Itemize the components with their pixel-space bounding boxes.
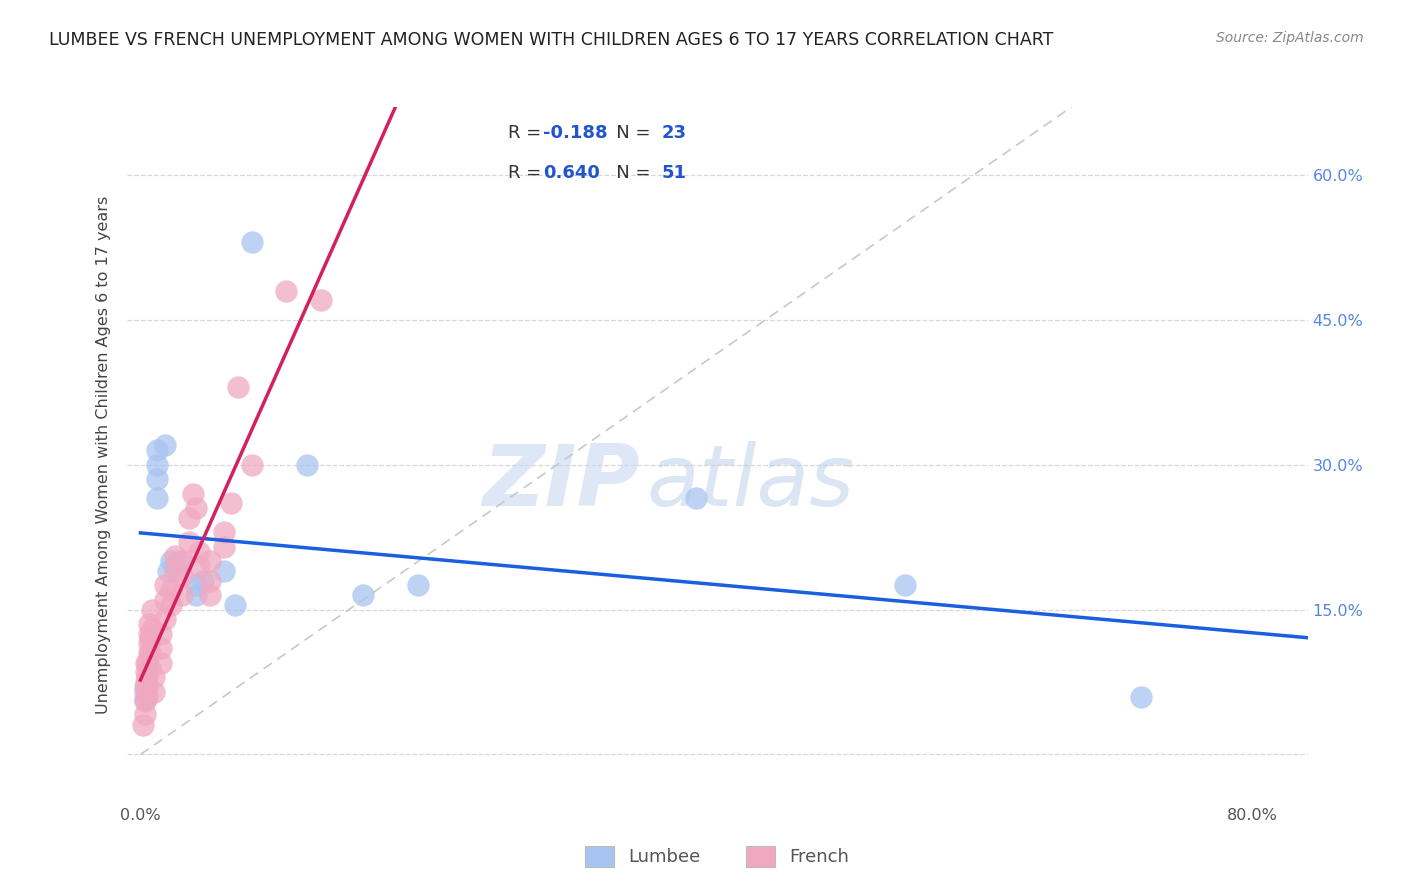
Text: ZIP: ZIP <box>482 442 640 524</box>
Point <box>138 636 160 650</box>
Text: N =: N = <box>599 164 657 182</box>
Point <box>212 564 235 578</box>
Point <box>276 284 298 298</box>
Point <box>132 718 155 732</box>
Point <box>157 564 180 578</box>
Point <box>139 632 162 646</box>
Point <box>143 670 166 684</box>
Point <box>141 602 163 616</box>
Point <box>184 578 207 592</box>
Point <box>134 680 156 694</box>
Point <box>893 578 915 592</box>
Point <box>1129 690 1152 704</box>
Text: -0.188: -0.188 <box>544 124 607 142</box>
Point <box>408 578 430 592</box>
Point <box>187 559 209 574</box>
Point <box>135 656 157 670</box>
Point <box>155 612 177 626</box>
Point <box>309 293 332 308</box>
Point <box>224 598 246 612</box>
Point <box>160 554 183 568</box>
Point <box>138 626 160 640</box>
Point <box>212 525 235 540</box>
Point <box>143 684 166 698</box>
Point <box>295 458 318 472</box>
Point <box>240 235 263 250</box>
Point <box>136 690 159 704</box>
Point <box>136 656 159 670</box>
Point <box>177 535 200 549</box>
Point <box>165 549 187 564</box>
Point <box>155 592 177 607</box>
Point <box>187 544 209 558</box>
Point <box>146 443 169 458</box>
Point <box>160 583 183 598</box>
Point <box>134 694 156 708</box>
Point <box>141 622 163 636</box>
Point <box>177 510 200 524</box>
Point <box>198 554 221 568</box>
Point <box>172 588 194 602</box>
Point <box>165 559 187 574</box>
Point <box>136 670 159 684</box>
Point <box>198 588 221 602</box>
Text: 23: 23 <box>662 124 686 142</box>
Point <box>134 684 156 698</box>
Point <box>165 564 187 578</box>
Point <box>146 458 169 472</box>
Point <box>135 665 157 680</box>
Point <box>212 540 235 554</box>
Text: atlas: atlas <box>647 442 855 524</box>
Point <box>184 501 207 516</box>
Legend: Lumbee, French: Lumbee, French <box>578 838 856 874</box>
Point <box>160 598 183 612</box>
Point <box>139 646 162 660</box>
Point <box>172 554 194 568</box>
Point <box>136 680 159 694</box>
Point <box>138 617 160 632</box>
Point <box>150 641 173 656</box>
Point <box>150 626 173 640</box>
Text: 0.640: 0.640 <box>544 164 600 182</box>
Point <box>685 491 707 506</box>
Point <box>139 660 162 674</box>
Point <box>138 646 160 660</box>
Text: R =: R = <box>508 164 547 182</box>
Point <box>184 588 207 602</box>
Point <box>134 692 156 706</box>
Point <box>146 472 169 486</box>
Text: Source: ZipAtlas.com: Source: ZipAtlas.com <box>1216 31 1364 45</box>
Text: 51: 51 <box>662 164 686 182</box>
Point <box>135 675 157 690</box>
Point <box>134 706 156 721</box>
Point <box>150 656 173 670</box>
Point <box>169 554 191 568</box>
Point <box>155 578 177 592</box>
Point <box>172 568 194 582</box>
Point <box>226 380 249 394</box>
Point <box>155 438 177 452</box>
Point <box>240 458 263 472</box>
Text: LUMBEE VS FRENCH UNEMPLOYMENT AMONG WOMEN WITH CHILDREN AGES 6 TO 17 YEARS CORRE: LUMBEE VS FRENCH UNEMPLOYMENT AMONG WOME… <box>49 31 1053 49</box>
Point <box>191 574 214 588</box>
Text: R =: R = <box>508 124 547 142</box>
Point <box>198 574 221 588</box>
Point <box>146 491 169 506</box>
Point <box>219 496 242 510</box>
Point <box>352 588 374 602</box>
Text: N =: N = <box>599 124 657 142</box>
Point <box>181 486 204 500</box>
Y-axis label: Unemployment Among Women with Children Ages 6 to 17 years: Unemployment Among Women with Children A… <box>96 196 111 714</box>
